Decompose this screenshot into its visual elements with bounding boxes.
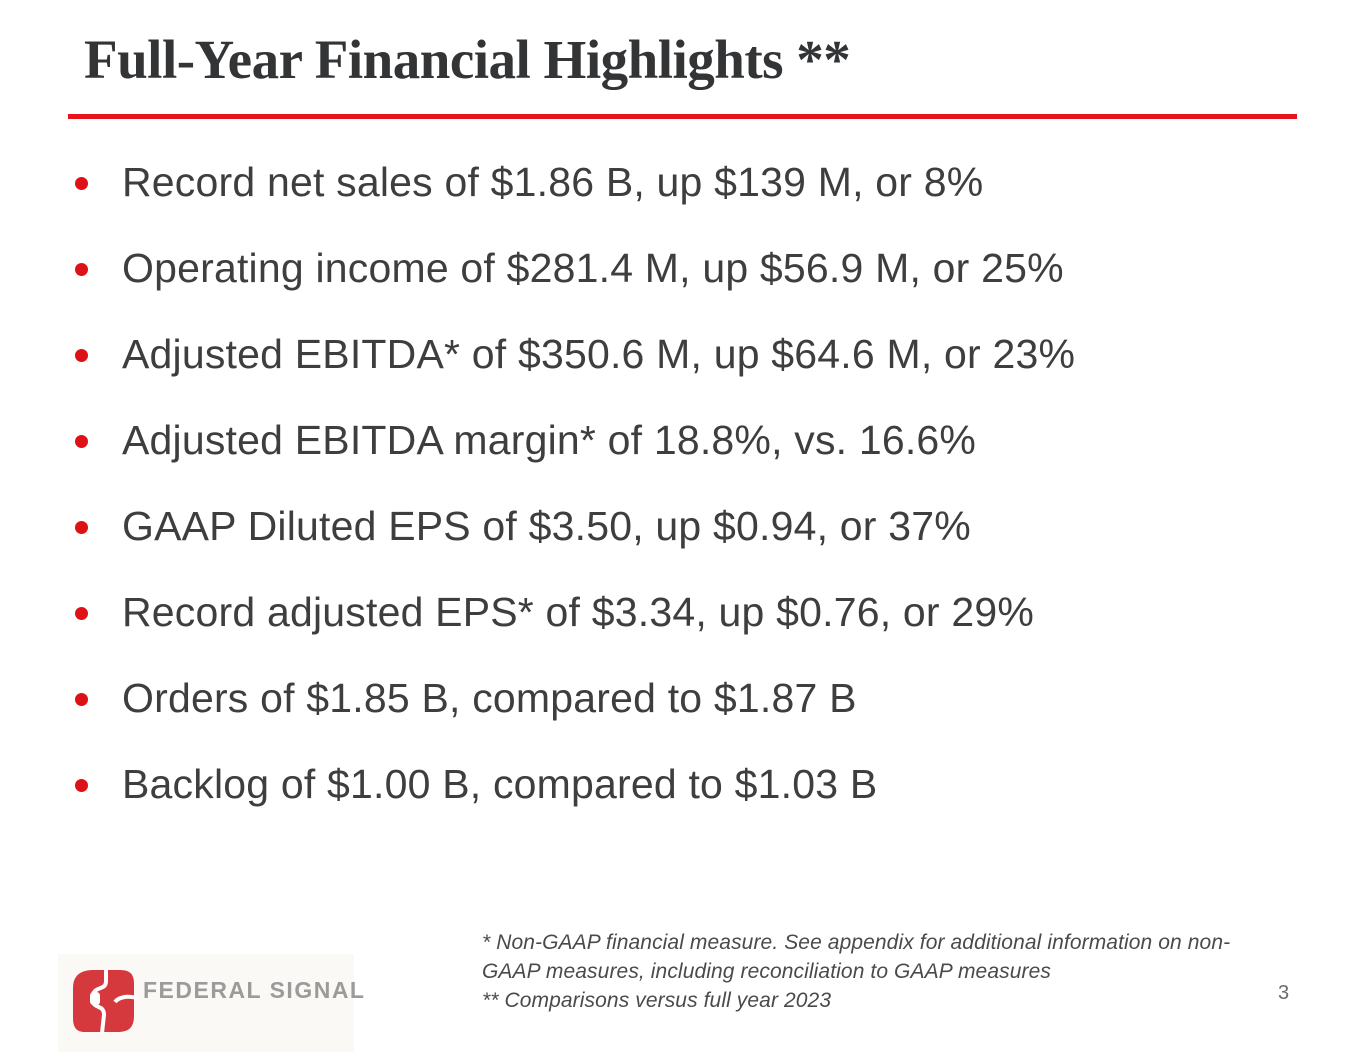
bullet-item: Record net sales of $1.86 B, up $139 M, … <box>75 139 1315 225</box>
footnote-line: GAAP measures, including reconciliation … <box>482 960 1051 983</box>
bullet-text: Adjusted EBITDA margin* of 18.8%, vs. 16… <box>122 416 977 463</box>
bullet-item: Adjusted EBITDA* of $350.6 M, up $64.6 M… <box>75 311 1315 397</box>
bullet-dot-icon <box>75 262 88 276</box>
bullet-dot-icon <box>75 520 88 534</box>
bullet-item: GAAP Diluted EPS of $3.50, up $0.94, or … <box>75 483 1315 569</box>
slide-title: Full-Year Financial Highlights ** <box>84 29 851 90</box>
federal-signal-logo-text: FEDERAL SIGNAL <box>143 977 366 1003</box>
title-underline-rule <box>68 114 1297 119</box>
bullet-text: Adjusted EBITDA* of $350.6 M, up $64.6 M… <box>122 330 1076 377</box>
bullet-text: Record net sales of $1.86 B, up $139 M, … <box>122 158 984 205</box>
bullet-dot-icon <box>75 692 88 706</box>
footnote-line: ** Comparisons versus full year 2023 <box>482 989 832 1012</box>
footnote-line: * Non-GAAP financial measure. See append… <box>482 931 1231 954</box>
bullet-dot-icon <box>75 348 88 362</box>
bullet-list: Record net sales of $1.86 B, up $139 M, … <box>75 139 1315 827</box>
bullet-text: Record adjusted EPS* of $3.34, up $0.76,… <box>122 588 1035 635</box>
page-number: 3 <box>1278 982 1290 1004</box>
bullet-item: Backlog of $1.00 B, compared to $1.03 B <box>75 741 1315 827</box>
federal-signal-logo: FEDERAL SIGNAL <box>58 954 364 1052</box>
bullet-text: Orders of $1.85 B, compared to $1.87 B <box>122 674 857 721</box>
footnotes: * Non-GAAP financial measure. See append… <box>482 928 1230 1015</box>
bullet-item: Orders of $1.85 B, compared to $1.87 B <box>75 655 1315 741</box>
bullet-item: Record adjusted EPS* of $3.34, up $0.76,… <box>75 569 1315 655</box>
bullet-item: Operating income of $281.4 M, up $56.9 M… <box>75 225 1315 311</box>
bullet-dot-icon <box>75 778 88 792</box>
federal-signal-logo-icon <box>73 969 138 1034</box>
bullet-dot-icon <box>75 606 88 620</box>
bullet-text: Backlog of $1.00 B, compared to $1.03 B <box>122 760 878 807</box>
bullet-dot-icon <box>75 176 88 190</box>
bullet-dot-icon <box>75 434 88 448</box>
bullet-text: Operating income of $281.4 M, up $56.9 M… <box>122 244 1064 291</box>
bullet-item: Adjusted EBITDA margin* of 18.8%, vs. 16… <box>75 397 1315 483</box>
bullet-text: GAAP Diluted EPS of $3.50, up $0.94, or … <box>122 502 971 549</box>
